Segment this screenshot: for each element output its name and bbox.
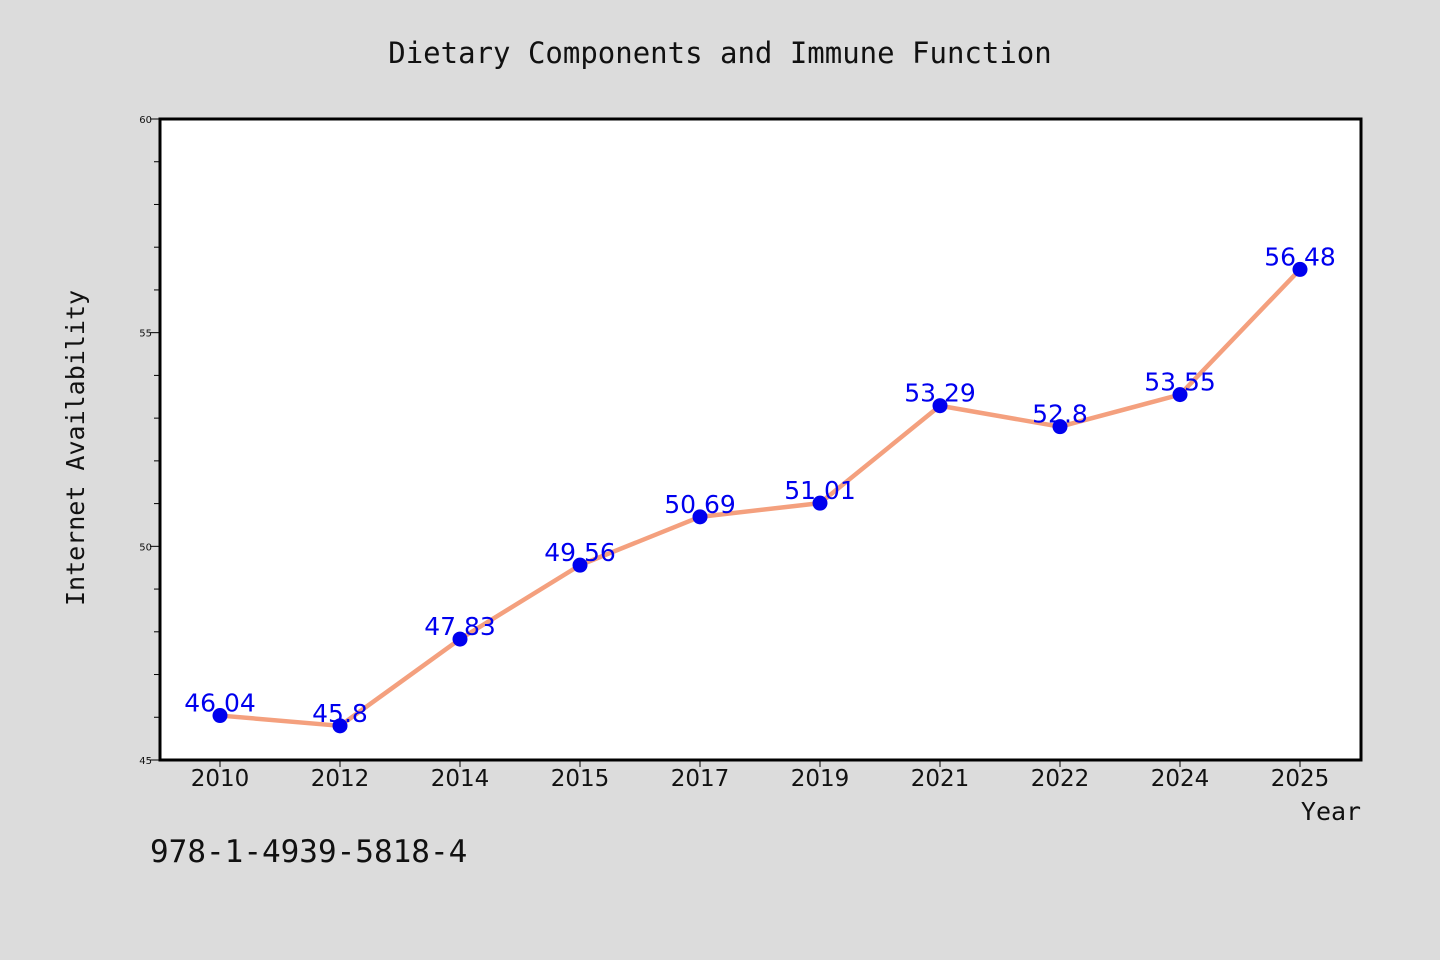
y-tick-label: 60 [139,115,152,126]
chart-title: Dietary Components and Immune Function [388,36,1051,70]
data-label: 52.8 [1032,400,1088,429]
data-label: 56.48 [1264,242,1336,271]
data-point [572,557,588,573]
data-point [932,398,948,414]
x-tick-label: 2025 [1271,766,1330,792]
data-point [332,718,348,734]
data-label: 49.56 [544,538,616,567]
data-label: 50.69 [664,490,736,519]
data-point [692,509,708,525]
data-label: 47.83 [424,612,496,641]
plot-area [160,119,1361,760]
data-point [1172,387,1188,403]
data-point [452,631,468,647]
x-axis-label: Year [1301,797,1361,826]
data-label: 51.01 [784,476,856,505]
data-point [1292,261,1308,277]
data-label: 53.55 [1144,368,1216,397]
data-label: 53.29 [904,379,976,408]
data-label: 45.8 [312,699,368,728]
x-tick-label: 2017 [671,766,730,792]
x-tick-label: 2015 [551,766,610,792]
y-tick-label: 45 [139,756,152,767]
data-point [1052,419,1068,435]
y-tick-label: 55 [139,329,152,340]
data-label: 46.04 [184,689,256,718]
x-tick-label: 2024 [1151,766,1210,792]
y-tick-label: 50 [139,542,152,553]
series-layer: 46.04 45.8 47.83 49.56 50.69 51.01 53.29 52.8 53… [184,242,1336,734]
footer-isbn: 978-1-4939-5818-4 [150,834,468,870]
plot-frame [158,117,1363,762]
x-tick-label: 2021 [911,766,970,792]
data-point [212,708,228,724]
data-point [812,495,828,511]
x-tick-label: 2010 [191,766,250,792]
series-line [217,267,1303,729]
x-tick-label: 2012 [311,766,370,792]
y-axis-label: Internet Availability [61,290,90,606]
x-tick-label: 2019 [791,766,850,792]
x-tick-label: 2014 [431,766,490,792]
ticks-layer: 45 50 55 60 2010 2012 2014 2015 2017 2019 2021 2022… [139,115,1329,792]
x-tick-label: 2022 [1031,766,1090,792]
